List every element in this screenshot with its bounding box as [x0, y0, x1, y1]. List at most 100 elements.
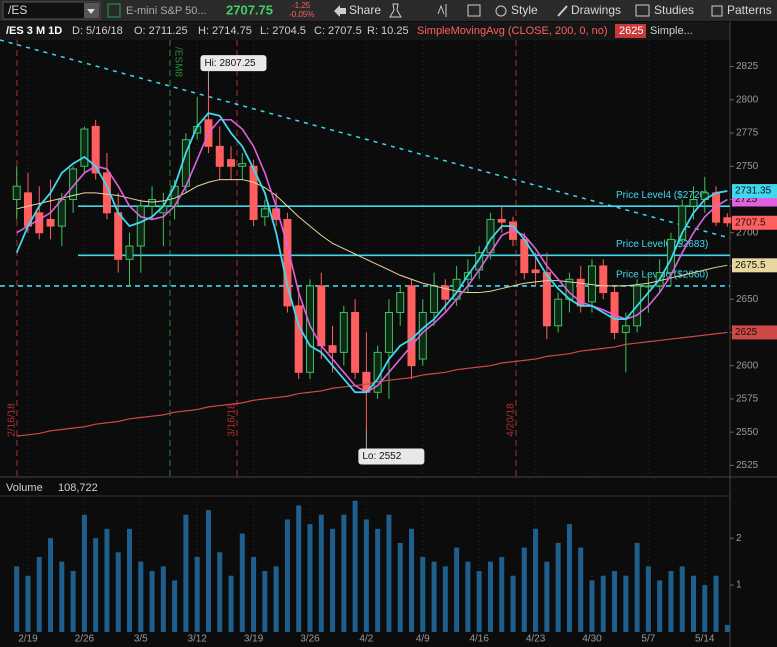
volume-bar: [668, 571, 674, 632]
volume-bar: [409, 528, 414, 632]
x-tick-label: 4/23: [526, 634, 546, 645]
candle-body: [497, 218, 506, 223]
candle-body: [666, 238, 675, 274]
moving-average: [16, 118, 728, 394]
volume-bar: [386, 514, 392, 632]
x-tick-label: 4/16: [469, 634, 489, 645]
candle-body: [644, 285, 653, 288]
volume-bar: [93, 538, 99, 632]
symbol: /ES: [8, 3, 27, 17]
y-tick-label: 2: [736, 533, 742, 544]
description: E-mini S&P 50...: [126, 5, 207, 17]
volume-bar: [341, 514, 347, 632]
volume-bar: [375, 528, 381, 632]
candle-body: [407, 285, 416, 367]
x-tick-label: 2/26: [75, 634, 95, 645]
candle-body: [125, 245, 134, 260]
candle-body: [294, 305, 303, 373]
volume-bar: [318, 514, 324, 632]
y-tick-label: 2600: [736, 360, 759, 371]
study-value: 2625: [619, 25, 643, 37]
candle-body: [317, 285, 326, 347]
y-tick-label: 2800: [736, 94, 759, 105]
candle-body: [430, 285, 439, 314]
style-button[interactable]: Style: [511, 3, 538, 17]
price-tag-label: 2731.35: [735, 186, 772, 197]
chart-header: [0, 22, 730, 40]
volume-bar: [138, 561, 144, 632]
candle-body: [689, 199, 698, 207]
x-tick-label: 3/26: [300, 634, 320, 645]
y-tick-label: 2750: [736, 161, 759, 172]
bar-range: R: 10.25: [367, 25, 409, 37]
patterns-icon: [711, 5, 723, 17]
candle-body: [396, 292, 405, 313]
drawings-button[interactable]: Drawings: [571, 3, 621, 17]
toolbar: [0, 0, 777, 21]
symbol-box[interactable]: [2, 1, 101, 20]
y-tick-label: 2650: [736, 294, 759, 305]
volume-bar: [533, 528, 539, 632]
candle-body: [227, 159, 236, 167]
volume-bar: [544, 561, 550, 632]
volume-bar: [352, 500, 358, 632]
alert-icon[interactable]: [437, 4, 447, 17]
favorite-icon[interactable]: [107, 3, 121, 18]
y-tick-label: 2550: [736, 427, 759, 438]
volume-bar: [510, 575, 516, 632]
volume-bar: [702, 585, 708, 632]
price-tag: [732, 184, 777, 199]
volume-bar: [239, 533, 245, 632]
candle-body: [328, 345, 337, 353]
date-marker: 4/20/18: [506, 403, 517, 437]
study-more: Simple...: [650, 25, 693, 37]
x-tick-label: 4/9: [416, 634, 430, 645]
share-button[interactable]: Share: [349, 3, 381, 17]
candle-body: [723, 217, 732, 224]
price-level-label: Price Level4 ($2720): [616, 190, 708, 201]
annotation-box: [200, 55, 267, 72]
chart-symbol: /ES 3 M 1D: [6, 25, 62, 37]
volume-bar: [612, 571, 618, 632]
candle-body: [148, 199, 157, 207]
volume-bar: [589, 580, 595, 632]
flask-icon[interactable]: [389, 3, 402, 18]
y-tick-label: 2525: [736, 460, 759, 471]
drawings-icon: [557, 5, 568, 17]
candle-body: [69, 168, 78, 201]
net-change: -1.25: [292, 1, 311, 10]
annotation-box: [358, 448, 425, 465]
price-tag-label: 2625: [735, 327, 758, 338]
volume-title: Volume: [6, 482, 43, 494]
patterns-button[interactable]: Patterns: [727, 3, 772, 17]
annotation-label: Lo: 2552: [362, 451, 401, 462]
candle-body: [114, 212, 123, 260]
date-marker: 2/16/18: [7, 403, 18, 437]
candle-body: [531, 269, 540, 274]
last-price: 2707.75: [226, 2, 273, 17]
volume-bar: [431, 561, 437, 632]
volume-bar: [160, 566, 166, 632]
annotation-label: Hi: 2807.25: [204, 58, 256, 69]
volume-bar: [36, 556, 42, 632]
candle-body: [339, 312, 348, 353]
price-tag-label: 2675.5: [735, 260, 766, 271]
x-tick-label: 5/7: [641, 634, 655, 645]
candle-body: [599, 265, 608, 294]
dropdown-arrow: [87, 9, 95, 14]
settings-icon[interactable]: [467, 4, 481, 17]
volume-bar: [499, 556, 505, 632]
volume-bar: [487, 561, 493, 632]
candle-body: [249, 165, 258, 220]
volume-bar: [25, 575, 31, 632]
studies-button[interactable]: Studies: [654, 3, 694, 17]
volume-bar: [194, 556, 200, 632]
volume-bar: [623, 575, 629, 632]
y-tick-label: 2575: [736, 394, 759, 405]
volume-value: 108,722: [58, 482, 98, 494]
volume-bar: [228, 575, 234, 632]
candle-body: [384, 312, 393, 353]
x-tick-label: 4/2: [359, 634, 373, 645]
pct-change: -0.05%: [289, 10, 314, 19]
x-tick-label: 4/30: [582, 634, 602, 645]
